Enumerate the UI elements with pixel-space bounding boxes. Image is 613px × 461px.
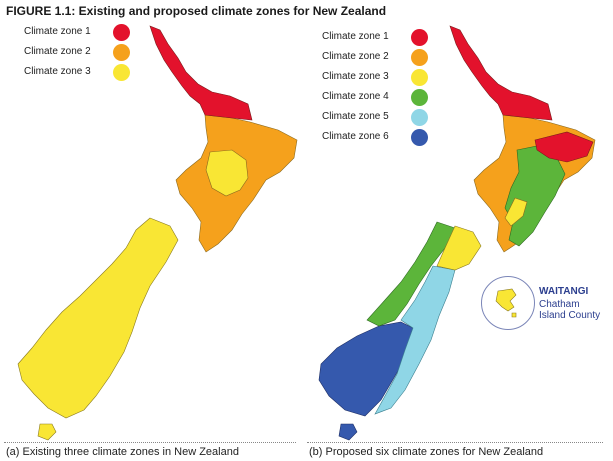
stewart-island (338, 423, 358, 441)
proposed-zones-map (318, 25, 596, 441)
legend-label: Climate zone 4 (322, 91, 389, 102)
proposed-zones-panel: Climate zone 1 Climate zone 2 Climate zo… (305, 0, 613, 461)
northland-zone-1 (449, 25, 553, 121)
legend-label: Climate zone 3 (322, 71, 389, 82)
chatham-island-shape (495, 288, 517, 318)
legend-swatch (411, 89, 428, 106)
chatham-islands-inset: WAITANGI Chatham Island County (481, 276, 613, 336)
caption-existing: (a) Existing three climate zones in New … (6, 446, 239, 458)
legend-swatch (113, 24, 130, 41)
legend-swatch (411, 49, 428, 66)
south-island-zone-4 (366, 221, 456, 327)
caption-divider (4, 442, 296, 443)
south-island-zone-5 (374, 265, 456, 415)
legend-label: Climate zone 1 (322, 31, 389, 42)
north-island-zone-4 (504, 145, 566, 247)
caption-proposed: (b) Proposed six climate zones for New Z… (309, 446, 544, 458)
legend-label: Climate zone 5 (322, 111, 389, 122)
stewart-island (37, 423, 57, 441)
north-island-zone-3 (205, 149, 249, 197)
figure-title: FIGURE 1.1: Existing and proposed climat… (6, 4, 387, 18)
bay-of-plenty-zone-1 (534, 131, 594, 163)
north-island-zone-3 (504, 197, 528, 227)
legend-label: Climate zone 3 (24, 66, 91, 77)
south-island-zone-3 (436, 225, 482, 271)
legend-swatch (411, 69, 428, 86)
chatham-title: WAITANGI (539, 286, 589, 297)
legend-label: Climate zone 1 (24, 26, 91, 37)
legend-swatch (411, 109, 428, 126)
legend-label: Climate zone 6 (322, 131, 389, 142)
legend-swatch (113, 64, 130, 81)
legend-swatch (411, 129, 428, 146)
legend-swatch (411, 29, 428, 46)
legend-label: Climate zone 2 (24, 46, 91, 57)
south-island-zone-3 (17, 217, 179, 419)
existing-zones-map (17, 25, 298, 441)
chatham-inset-circle (481, 276, 535, 330)
chatham-label: Chatham Island County (539, 299, 601, 321)
legend-label: Climate zone 2 (322, 51, 389, 62)
legend-swatch (113, 44, 130, 61)
existing-zones-panel: Climate zone 1 Climate zone 2 Climate zo… (0, 0, 305, 461)
caption-divider (307, 442, 603, 443)
northland-zone-1 (149, 25, 253, 121)
